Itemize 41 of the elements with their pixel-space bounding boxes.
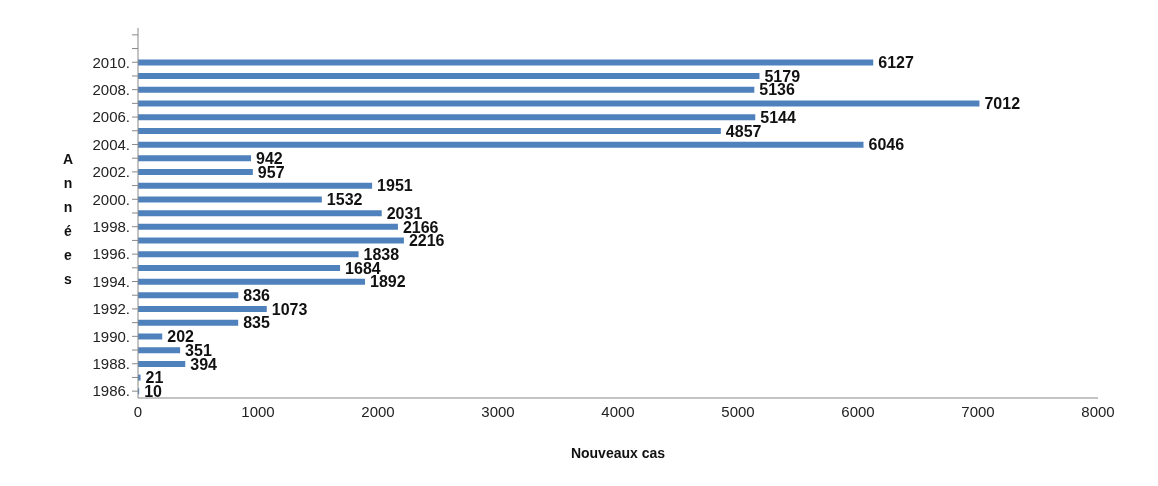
data-label: 1073 bbox=[271, 300, 308, 318]
data-label: 1532 bbox=[326, 191, 363, 209]
data-label: 1892 bbox=[370, 273, 406, 291]
x-tick-label: 6000 bbox=[841, 402, 875, 420]
data-label: 7012 bbox=[984, 95, 1021, 113]
data-label: 835 bbox=[243, 314, 270, 332]
data-label: 836 bbox=[243, 287, 271, 305]
data-label: 6046 bbox=[868, 136, 905, 154]
data-label: 6127 bbox=[878, 54, 914, 72]
y-tick-label: 1992. bbox=[92, 300, 130, 318]
y-tick-label: 2004. bbox=[92, 135, 130, 153]
x-tick-label: 0 bbox=[133, 402, 143, 420]
y-tick-label: 1994. bbox=[92, 272, 130, 290]
y-tick-label: 1986. bbox=[92, 382, 130, 400]
y-tick-label: 1990. bbox=[92, 327, 130, 345]
y-tick-label: 1996. bbox=[92, 245, 130, 263]
x-tick-label: 2000 bbox=[361, 402, 395, 420]
data-label: 1951 bbox=[377, 177, 413, 195]
data-label: 2031 bbox=[386, 204, 423, 222]
data-label: 4857 bbox=[725, 122, 762, 140]
x-tick-label: 8000 bbox=[1081, 402, 1115, 420]
x-tick-label: 7000 bbox=[961, 402, 995, 420]
y-axis-title: Années bbox=[62, 151, 74, 287]
x-tick-label: 3000 bbox=[481, 402, 515, 420]
y-tick-label: 2002. bbox=[92, 163, 130, 181]
data-label: 2216 bbox=[408, 232, 445, 250]
y-tick-label: 1988. bbox=[92, 355, 130, 373]
x-tick-label: 5000 bbox=[721, 402, 755, 420]
data-label: 5136 bbox=[759, 81, 796, 99]
data-label: 5144 bbox=[760, 108, 796, 126]
y-tick-label: 2000. bbox=[92, 190, 130, 208]
y-tick-label: 2006. bbox=[92, 108, 130, 126]
data-label: 10 bbox=[144, 382, 163, 400]
x-tick-label: 1000 bbox=[241, 402, 275, 420]
y-tick-label: 1998. bbox=[92, 218, 130, 236]
x-tick-label: 4000 bbox=[601, 402, 635, 420]
y-tick-label: 2010. bbox=[92, 53, 130, 71]
y-tick-label: 2008. bbox=[92, 80, 130, 98]
data-label: 957 bbox=[257, 163, 285, 181]
data-label: 1838 bbox=[363, 245, 400, 263]
x-axis-title: Nouveaux cas bbox=[570, 445, 666, 461]
